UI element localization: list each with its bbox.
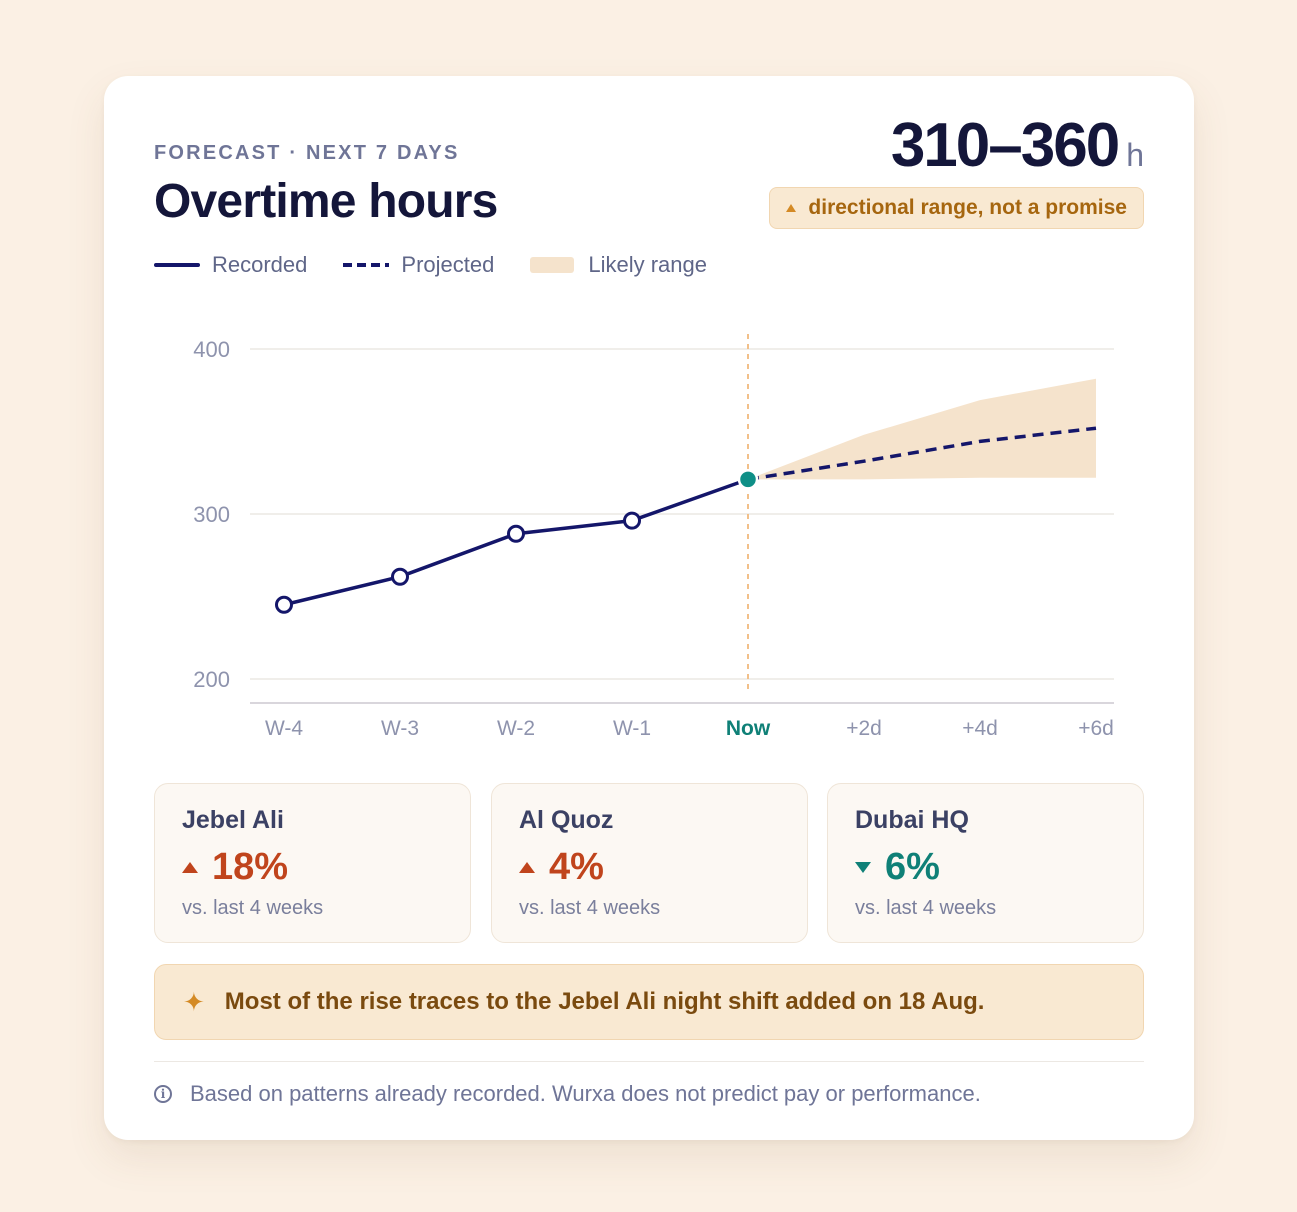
forecast-range: 310–360 h	[891, 110, 1144, 181]
overtime-line-chart: 200 300 400 W-4 W-3 W-2 W-1 Now +2d +4d +6d	[193, 334, 1114, 740]
region-change-percent: 6%	[885, 846, 940, 888]
legend-recorded-label: Recorded	[212, 252, 308, 277]
eyebrow-label: FORECAST · NEXT 7 DAYS	[154, 142, 460, 164]
region-card: Dubai HQ 6% vs. last 4 weeks	[827, 783, 1144, 943]
region-name: Jebel Ali	[182, 806, 284, 834]
region-change: 4%	[519, 846, 604, 889]
chart-legend: Recorded Projected Likely range	[154, 252, 743, 278]
recorded-data-point	[275, 595, 293, 614]
recorded-data-point	[507, 524, 525, 543]
likely-range-band	[748, 378, 1096, 480]
card-title: Overtime hours	[154, 175, 498, 228]
forecast-range-unit: h	[1126, 137, 1144, 173]
region-name: Al Quoz	[519, 806, 614, 834]
y-tick-label: 200	[193, 667, 230, 692]
y-tick-label: 400	[193, 337, 230, 362]
legend-dashed-line-swatch	[343, 263, 390, 267]
trend-up-icon	[182, 862, 198, 873]
sparkle-icon: ✦	[183, 986, 205, 1017]
legend-likely-range: Likely range	[530, 252, 707, 278]
legend-likely-range-label: Likely range	[588, 252, 707, 277]
legend-recorded: Recorded	[154, 252, 307, 278]
trend-up-icon	[519, 862, 535, 873]
region-change-percent: 4%	[549, 846, 604, 888]
region-change: 6%	[855, 846, 940, 889]
region-card: Jebel Ali 18% vs. last 4 weeks	[154, 783, 471, 943]
legend-projected-label: Projected	[401, 252, 495, 277]
legend-solid-line-swatch	[154, 263, 200, 267]
x-tick-label: W-1	[613, 717, 651, 740]
legend-projected: Projected	[343, 252, 494, 278]
info-icon: i	[154, 1085, 172, 1103]
x-tick-label: W-4	[265, 717, 303, 740]
x-tick-label: +6d	[1078, 717, 1114, 740]
disclaimer-badge: directional range, not a promise	[769, 187, 1144, 229]
x-tick-label: W-3	[381, 717, 419, 740]
footer-text: Based on patterns already recorded. Wurx…	[190, 1081, 981, 1106]
recorded-data-point	[391, 567, 409, 586]
region-name: Dubai HQ	[855, 806, 969, 834]
footer-divider	[154, 1061, 1144, 1062]
region-comparison-note: vs. last 4 weeks	[182, 897, 324, 919]
disclaimer-text: directional range, not a promise	[808, 196, 1127, 219]
x-tick-label: +4d	[962, 717, 998, 740]
projected-series-line	[747, 426, 1097, 482]
forecast-card: FORECAST · NEXT 7 DAYS Overtime hours 31…	[104, 76, 1194, 1140]
y-tick-label: 300	[193, 502, 230, 527]
x-tick-label: +2d	[846, 717, 882, 740]
x-tick-label: Now	[726, 717, 771, 740]
insight-text: Most of the rise traces to the Jebel Ali…	[224, 988, 985, 1015]
region-comparison-note: vs. last 4 weeks	[855, 897, 997, 919]
region-change: 18%	[182, 846, 288, 889]
insight-callout: ✦ Most of the rise traces to the Jebel A…	[154, 964, 1144, 1040]
recorded-data-point	[623, 511, 641, 530]
now-data-point	[737, 469, 759, 490]
forecast-range-value: 310–360	[890, 111, 1120, 180]
legend-band-swatch	[530, 257, 575, 273]
trend-down-icon	[855, 862, 871, 873]
region-card: Al Quoz 4% vs. last 4 weeks	[491, 783, 808, 943]
footer-note: i Based on patterns already recorded. Wu…	[154, 1081, 981, 1107]
region-change-percent: 18%	[212, 846, 289, 888]
warning-triangle-icon	[786, 204, 797, 212]
region-summary: Jebel Ali 18% vs. last 4 weeks Al Quoz 4…	[154, 783, 1144, 943]
x-tick-label: W-2	[497, 717, 535, 740]
region-comparison-note: vs. last 4 weeks	[519, 897, 661, 919]
